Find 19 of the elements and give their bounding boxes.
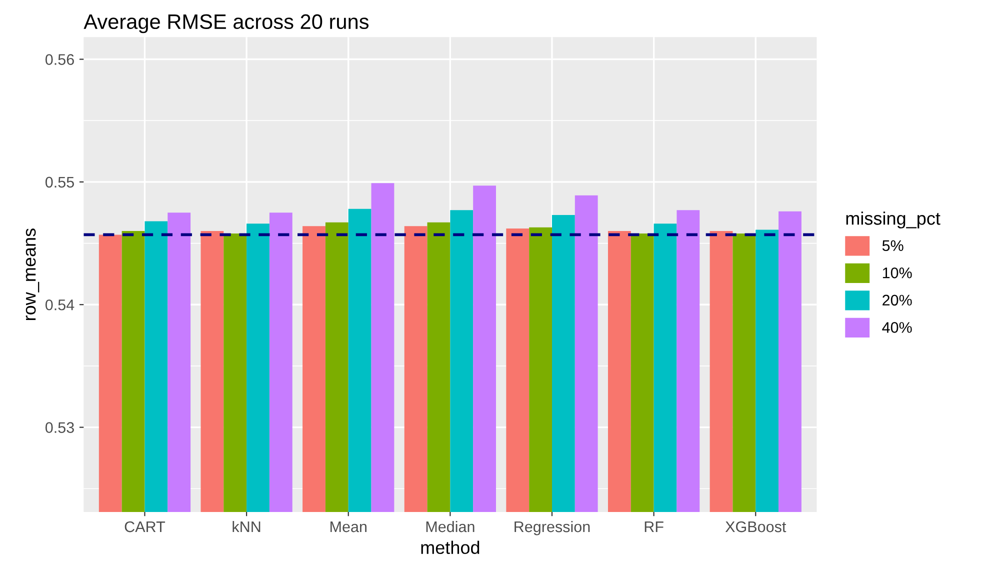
y-axis-title: row_means [26,228,40,320]
legend-label: 5% [882,240,904,252]
x-tick-label: Mean [330,522,366,532]
x-tick-label: CART [124,521,166,532]
legend-label: 40% [882,322,912,333]
legend-label: 20% [882,294,912,306]
x-tick-label: kNN [232,520,260,532]
y-tick-label: 0.53 [45,422,74,433]
legend-title: missing_pct [846,212,940,228]
legend-label: 10% [882,267,912,278]
chart-title: Average RMSE across 20 runs [84,14,369,34]
y-tick-label: 0.54 [45,299,74,310]
x-tick-label: XGBoost [725,521,786,532]
y-tick-label: 0.56 [45,54,74,65]
x-tick-label: Median [426,520,474,532]
y-tick-label: 0.55 [45,176,74,188]
x-axis-title: method [421,540,480,554]
x-tick-label: RF [644,522,664,532]
x-tick-label: Regression [514,520,590,536]
